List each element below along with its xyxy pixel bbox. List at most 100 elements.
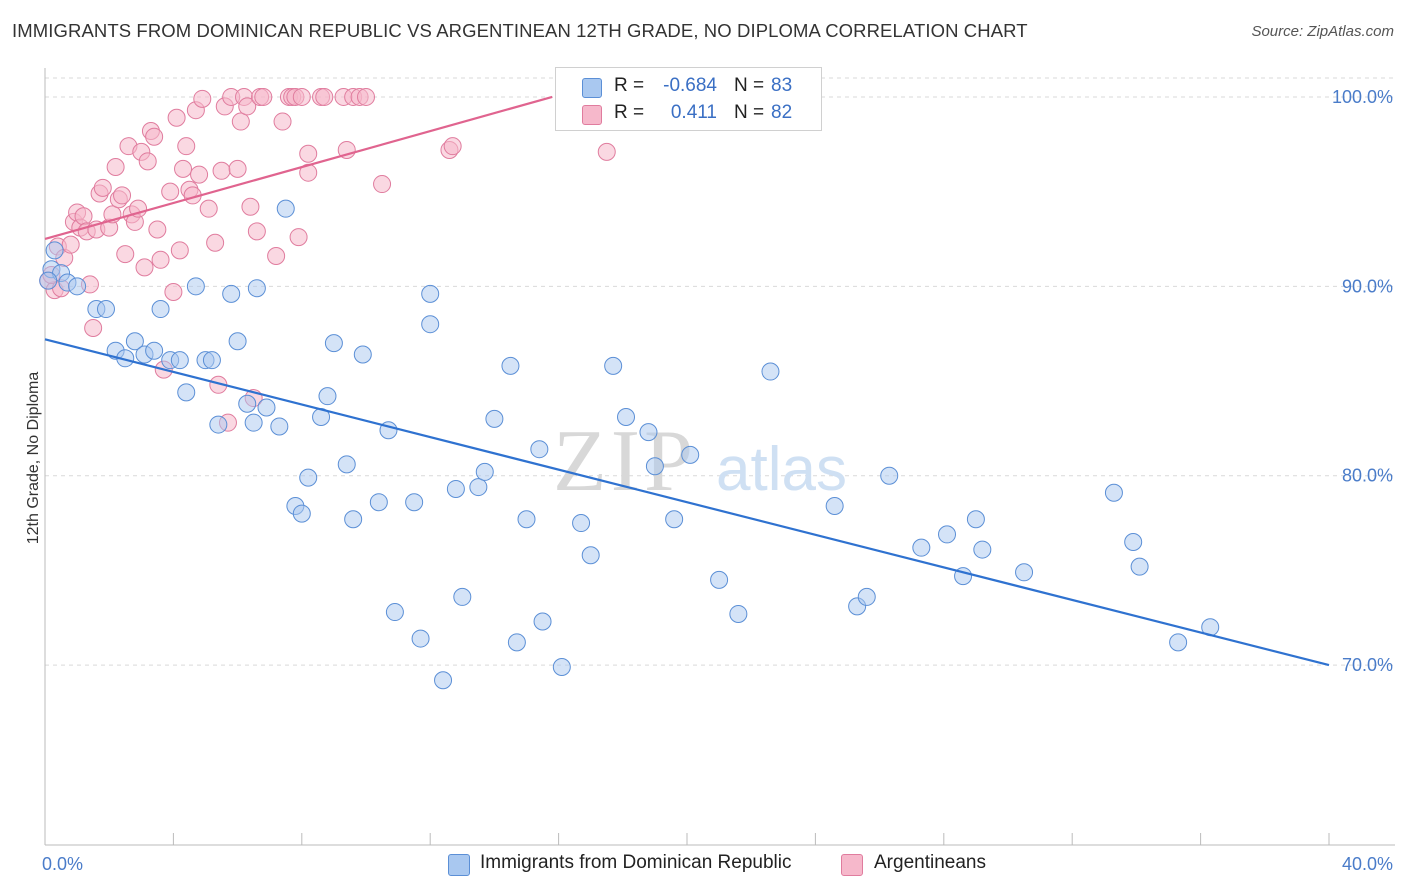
watermark-zip: ZIP: [553, 413, 697, 510]
point-argentineans: [315, 87, 334, 106]
point-dominican-republic: [501, 356, 520, 375]
point-argentineans: [199, 199, 218, 218]
point-dominican-republic: [1169, 633, 1188, 652]
y-tick-label: 80.0%: [1342, 466, 1393, 486]
axes: [44, 68, 1395, 846]
point-dominican-republic: [825, 497, 844, 516]
point-argentineans: [170, 241, 189, 260]
series-legend: Immigrants from Dominican Republic Argen…: [0, 852, 1406, 878]
point-argentineans: [267, 247, 286, 266]
point-argentineans: [357, 87, 375, 106]
point-dominican-republic: [299, 468, 318, 487]
point-argentineans: [116, 245, 135, 264]
point-dominican-republic: [145, 341, 164, 360]
point-argentineans: [113, 186, 132, 205]
point-dominican-republic: [453, 587, 472, 606]
point-dominican-republic: [405, 493, 424, 512]
point-dominican-republic: [292, 504, 311, 523]
point-argentineans: [74, 207, 93, 226]
point-argentineans: [299, 144, 318, 163]
point-dominican-republic: [581, 546, 600, 565]
point-dominican-republic: [170, 351, 189, 370]
point-dominican-republic: [209, 415, 228, 434]
point-dominican-republic: [645, 457, 664, 476]
series-legend-swatch-pink: [841, 854, 863, 876]
point-argentineans: [106, 158, 125, 177]
point-dominican-republic: [385, 603, 404, 622]
chart-title: IMMIGRANTS FROM DOMINICAN REPUBLIC VS AR…: [12, 20, 1028, 41]
point-argentineans: [238, 97, 257, 116]
point-dominican-republic: [244, 413, 263, 432]
point-dominican-republic: [39, 271, 58, 290]
point-argentineans: [206, 233, 225, 252]
point-dominican-republic: [966, 510, 985, 529]
point-argentineans: [93, 178, 112, 197]
point-dominican-republic: [533, 612, 552, 631]
point-dominican-republic: [344, 510, 363, 529]
series-dominican-republic: [39, 199, 1220, 690]
y-tick-label: 100.0%: [1332, 87, 1393, 107]
watermark: ZIP atlas: [553, 413, 847, 510]
point-dominican-republic: [202, 351, 221, 370]
point-dominican-republic: [1104, 483, 1123, 502]
point-dominican-republic: [552, 657, 571, 676]
point-argentineans: [247, 222, 266, 241]
point-dominican-republic: [318, 387, 337, 406]
correlation-legend: R = -0.684 N = 83 R = 0.411 N = 82: [555, 67, 822, 131]
y-tick-label: 90.0%: [1342, 276, 1393, 296]
point-argentineans: [292, 87, 311, 106]
series-argentineans: [39, 87, 616, 432]
y-axis-label: 12th Grade, No Diploma: [25, 372, 42, 545]
point-dominican-republic: [125, 332, 144, 351]
point-dominican-republic: [45, 241, 64, 260]
point-argentineans: [161, 182, 180, 201]
legend-n-value: 82: [771, 102, 793, 123]
point-dominican-republic: [1015, 563, 1034, 582]
point-argentineans: [443, 137, 462, 156]
legend-swatch-blue: [582, 78, 602, 98]
point-dominican-republic: [761, 362, 780, 381]
point-argentineans: [61, 235, 80, 254]
point-dominican-republic: [517, 510, 536, 529]
point-dominican-republic: [710, 570, 729, 589]
legend-r-label: R =: [614, 75, 645, 96]
point-argentineans: [289, 228, 308, 247]
series-legend-label: Immigrants from Dominican Republic: [480, 852, 792, 873]
point-dominican-republic: [96, 300, 115, 319]
point-argentineans: [241, 197, 260, 216]
point-dominican-republic: [324, 334, 343, 353]
point-dominican-republic: [729, 604, 748, 623]
legend-row-dominican: R = -0.684 N = 83: [556, 75, 821, 101]
series-legend-swatch-blue: [448, 854, 470, 876]
point-argentineans: [138, 152, 157, 171]
point-dominican-republic: [238, 394, 257, 413]
point-dominican-republic: [337, 455, 356, 474]
point-dominican-republic: [411, 629, 430, 648]
point-dominican-republic: [1124, 532, 1143, 551]
point-argentineans: [177, 137, 196, 156]
point-argentineans: [212, 161, 231, 180]
point-dominican-republic: [530, 440, 549, 459]
legend-r-value: 0.411: [670, 102, 717, 123]
point-argentineans: [148, 220, 167, 239]
series-legend-label: Argentineans: [874, 852, 986, 873]
point-argentineans: [84, 318, 103, 337]
point-argentineans: [597, 142, 616, 161]
point-dominican-republic: [469, 478, 488, 497]
point-dominican-republic: [421, 284, 440, 303]
point-dominican-republic: [247, 279, 266, 298]
legend-swatch-pink: [582, 105, 602, 125]
point-dominican-republic: [186, 277, 205, 296]
point-argentineans: [190, 165, 209, 184]
legend-r-value: -0.684: [663, 75, 717, 96]
point-dominican-republic: [257, 398, 276, 417]
point-argentineans: [193, 89, 212, 108]
trend-line-argentineans: [44, 95, 553, 241]
point-dominican-republic: [617, 407, 636, 426]
point-dominican-republic: [880, 466, 899, 485]
point-dominican-republic: [572, 514, 591, 533]
point-dominican-republic: [151, 300, 170, 319]
trend-line-dominican-republic: [44, 338, 1330, 667]
point-dominican-republic: [604, 356, 623, 375]
